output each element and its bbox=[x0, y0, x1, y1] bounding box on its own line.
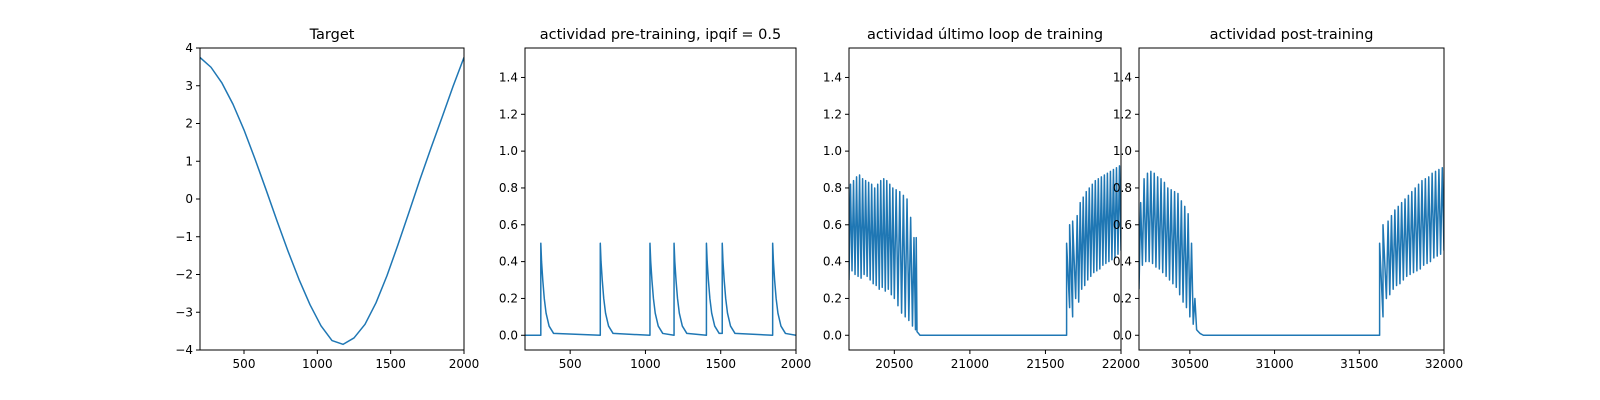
chart-panel-2: 500 1000 1500 2000 0.0 0.2 0.4 0.6 0.8 1.0 1.2 1.4 a… bbox=[499, 27, 811, 371]
y-tick-label: 2 bbox=[185, 117, 193, 131]
y-tick-label: 0.6 bbox=[499, 218, 518, 232]
x-tick-label: 500 bbox=[233, 357, 256, 371]
x-tick-label: 31000 bbox=[1255, 357, 1293, 371]
y-tick-label: 1.0 bbox=[499, 144, 518, 158]
axes-frame bbox=[524, 47, 797, 351]
x-tick-label: 1000 bbox=[302, 357, 333, 371]
y-tick-label: 0.4 bbox=[823, 255, 842, 269]
y-tick-label: 3 bbox=[185, 79, 193, 93]
y-tick-label: 1.4 bbox=[1113, 70, 1132, 84]
y-tick-label: 0.4 bbox=[1113, 255, 1132, 269]
axes-frame bbox=[848, 47, 1122, 351]
y-tick-label: −2 bbox=[175, 268, 193, 282]
chart-title: Target bbox=[309, 27, 355, 43]
y-tick-label: 1.0 bbox=[823, 144, 842, 158]
y-tick-label: 0.4 bbox=[499, 255, 518, 269]
y-tick-label: 0.2 bbox=[823, 291, 842, 305]
y-tick-label: 0.8 bbox=[1113, 181, 1132, 195]
y-tick-label: 0.8 bbox=[499, 181, 518, 195]
y-tick-label: 1.0 bbox=[1113, 144, 1132, 158]
x-tick-label: 21500 bbox=[1026, 357, 1064, 371]
y-tick-label: 0.2 bbox=[1113, 291, 1132, 305]
x-tick-label: 500 bbox=[559, 357, 582, 371]
y-tick-label: 0 bbox=[185, 192, 193, 206]
chart-panel-1: 500 1000 1500 2000 −4 −3 −2 −1 0 1 2 3 4 Target bbox=[175, 27, 479, 371]
x-tick-label: 2000 bbox=[781, 357, 812, 371]
x-tick-label: 30500 bbox=[1171, 357, 1209, 371]
y-tick-label: −3 bbox=[175, 305, 193, 319]
y-tick-label: 0.6 bbox=[1113, 218, 1132, 232]
chart-title: actividad post-training bbox=[1210, 27, 1374, 43]
chart-panel-3: 20500 21000 21500 22000 0.0 0.2 0.4 0.6 0.8 1.0 1.… bbox=[823, 27, 1140, 371]
y-tick-label: −1 bbox=[175, 230, 193, 244]
y-tick-label: 1.2 bbox=[823, 107, 842, 121]
y-tick-label: 0.2 bbox=[499, 291, 518, 305]
chart-title: actividad último loop de training bbox=[867, 27, 1103, 43]
y-tick-label: 1.4 bbox=[823, 70, 842, 84]
y-tick-label: 1 bbox=[185, 154, 193, 168]
x-tick-label: 20500 bbox=[875, 357, 913, 371]
chart-panel-4: 30500 31000 31500 32000 0.0 0.2 0.4 0.6 0.8 1.0 1.… bbox=[1113, 27, 1463, 371]
x-tick-label: 32000 bbox=[1425, 357, 1463, 371]
y-tick-label: 4 bbox=[185, 41, 193, 55]
y-tick-label: 0.6 bbox=[823, 218, 842, 232]
y-tick-label: 0.0 bbox=[1113, 328, 1132, 342]
y-tick-label: 0.8 bbox=[823, 181, 842, 195]
y-tick-label: 0.0 bbox=[823, 328, 842, 342]
axes-frame bbox=[1138, 47, 1445, 351]
series-line-1 bbox=[1139, 166, 1444, 337]
y-tick-label: 1.4 bbox=[499, 70, 518, 84]
axes-frame bbox=[199, 47, 465, 351]
x-tick-label: 22000 bbox=[1102, 357, 1140, 371]
series-line-1 bbox=[849, 165, 1121, 337]
x-tick-label: 1000 bbox=[630, 357, 661, 371]
series-line-1 bbox=[200, 56, 464, 346]
y-tick-label: 1.2 bbox=[499, 107, 518, 121]
y-tick-label: 1.2 bbox=[1113, 107, 1132, 121]
y-tick-label: −4 bbox=[175, 343, 193, 357]
x-tick-label: 31500 bbox=[1340, 357, 1378, 371]
chart-title: actividad pre-training, ipqif = 0.5 bbox=[540, 27, 781, 43]
x-tick-label: 2000 bbox=[449, 357, 480, 371]
x-tick-label: 1500 bbox=[705, 357, 736, 371]
series-line-1 bbox=[525, 242, 796, 337]
y-tick-label: 0.0 bbox=[499, 328, 518, 342]
x-tick-label: 21000 bbox=[951, 357, 989, 371]
x-tick-label: 1500 bbox=[375, 357, 406, 371]
